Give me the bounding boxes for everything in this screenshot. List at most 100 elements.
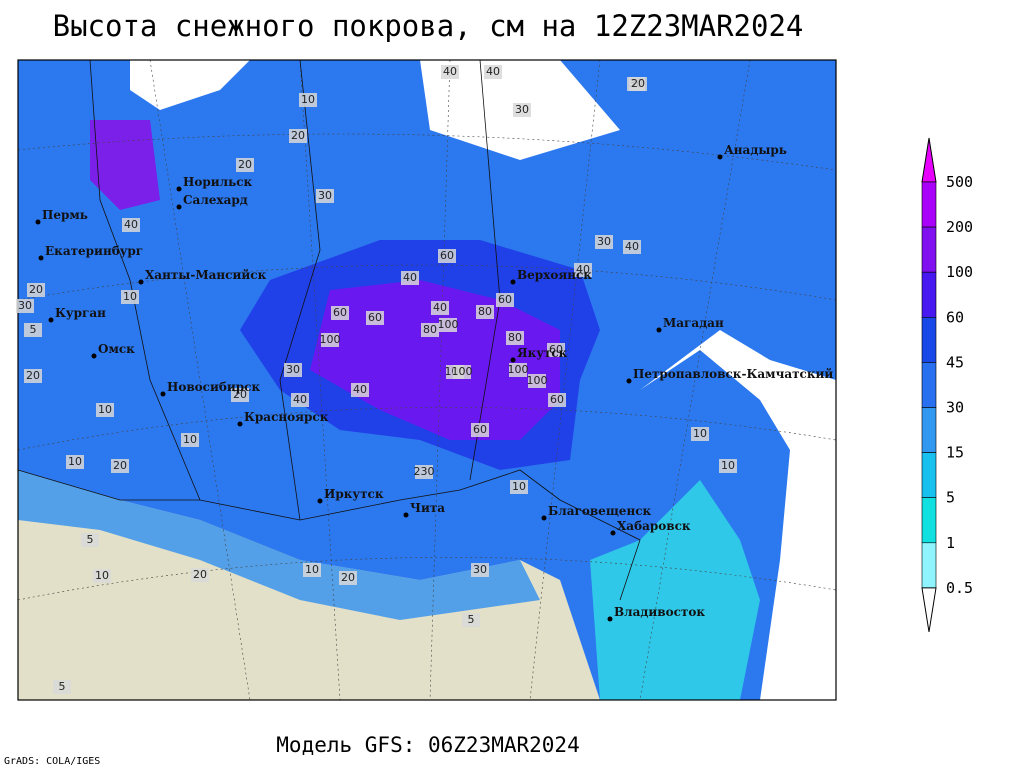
city-label: Якутск (517, 346, 568, 360)
contour-label-bg (16, 299, 34, 313)
colorbar-label: 30 (946, 399, 964, 417)
contour-label-bg (339, 571, 357, 585)
contour-label: 40 (576, 263, 590, 276)
city-dot (607, 616, 613, 622)
contour-label: 20 (291, 129, 305, 142)
cities: Норильск Салехард Пермь ЕкатеринбургХанты-М… (35, 143, 833, 622)
contour-label-bg (471, 423, 489, 437)
city-label: Курган (55, 306, 106, 320)
contour-label-bg (510, 480, 528, 494)
shallow-snow (590, 480, 760, 700)
contour-label-bg (53, 680, 71, 694)
city-label: Омск (98, 342, 135, 356)
city-label: Верхоянск (517, 268, 592, 282)
contour-label-bg (438, 249, 456, 263)
contour-label-bg (24, 369, 42, 383)
city-label: Благовещенск (548, 504, 652, 518)
colorbar-label: 60 (946, 308, 964, 326)
city-dot (176, 186, 182, 192)
contour-label: 5 (87, 533, 94, 546)
contour-label-bg (574, 263, 592, 277)
very-deep-snow (90, 120, 160, 210)
city-dot (510, 279, 516, 285)
city-label: Екатеринбург (45, 244, 143, 258)
contour-label-bg (691, 427, 709, 441)
colorbar-cap (921, 137, 937, 183)
contour-label: 10 (693, 427, 707, 440)
contour-label-bg (476, 305, 494, 319)
contour-label: 30 (597, 235, 611, 248)
map: 4040303020301020402030601006060404060801… (16, 59, 837, 701)
contour-label: 10 (721, 459, 735, 472)
contour-label-bg (289, 129, 307, 143)
contour-label: 20 (113, 459, 127, 472)
contour-label-bg (471, 563, 489, 577)
city-dot (38, 255, 44, 261)
contour-label-bg (719, 459, 737, 473)
contour-label: 10 (301, 93, 315, 106)
city-dot (626, 378, 632, 384)
city-label: Красноярск (244, 410, 329, 424)
city-dot (610, 530, 616, 536)
contour-label-bg (439, 318, 457, 332)
city-dot (176, 204, 182, 210)
colorbar-band (921, 271, 937, 318)
contour-label-bg (401, 271, 419, 285)
contour-label: 100 (527, 374, 548, 387)
contour-label: 30 (286, 363, 300, 376)
contour-label: 30 (18, 299, 32, 312)
city-dot (48, 317, 54, 323)
colorbar-label: 100 (946, 263, 973, 281)
contour-label-bg (441, 65, 459, 79)
contour-label-bg (284, 363, 302, 377)
contour-label-bg (421, 323, 439, 337)
colorbar-cap (921, 587, 937, 632)
city-dot (237, 421, 243, 427)
colorbar: 500 200 100 60 45 30 15 5 1 0.5 (921, 137, 973, 632)
contour-label-bg (484, 65, 502, 79)
contour-label-bg (595, 235, 613, 249)
contour-label: 40 (353, 383, 367, 396)
contour-label-bg (291, 393, 309, 407)
contour-label-bg (351, 383, 369, 397)
contour-label: 40 (443, 65, 457, 78)
contour-label-bg (27, 283, 45, 297)
contour-label: 10 (95, 569, 109, 582)
city-dot (656, 327, 662, 333)
contour-label-bg (415, 465, 433, 479)
contour-label: 30 (318, 189, 332, 202)
ocean (130, 60, 620, 160)
contour-label-bg (513, 103, 531, 117)
contour-labels: 4040303020301020402030601006060404060801… (16, 65, 737, 694)
city-dot (160, 391, 166, 397)
credit: GrADS: COLA/IGES (4, 756, 100, 767)
contour-label-bg (181, 433, 199, 447)
city-dot (91, 353, 97, 359)
contour-label: 60 (368, 311, 382, 324)
contour-label-bg (431, 301, 449, 315)
city-label: Петропавловск-Камчатский (633, 367, 833, 381)
contour-label: 80 (478, 305, 492, 318)
contour-label: 10 (305, 563, 319, 576)
contour-label: 20 (631, 77, 645, 90)
contour-label: 30 (515, 103, 529, 116)
colorbar-band (921, 226, 937, 273)
city-dot (138, 279, 144, 285)
contour-label: 5 (30, 323, 37, 336)
contour-label: 100 (452, 365, 473, 378)
city-label: Анадырь (724, 143, 787, 157)
contour-label-bg (629, 77, 647, 91)
contour-label: 10 (98, 403, 112, 416)
contour-label: 30 (473, 563, 487, 576)
colorbar-label: 45 (946, 353, 964, 371)
contour-label: 10 (123, 290, 137, 303)
city-label: Пермь (42, 208, 88, 222)
contour-label-bg (453, 365, 471, 379)
contour-label-bg (236, 158, 254, 172)
contour-label: 40 (293, 393, 307, 406)
city-dot (317, 498, 323, 504)
contour-label: 20 (29, 283, 43, 296)
contour-label: 40 (403, 271, 417, 284)
contour-label: 10 (183, 433, 197, 446)
